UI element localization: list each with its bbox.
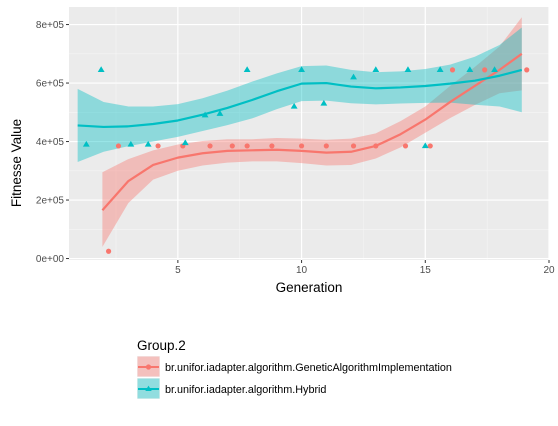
data-point bbox=[436, 66, 444, 73]
data-point bbox=[144, 140, 152, 147]
data-point bbox=[350, 73, 357, 80]
data-point bbox=[82, 140, 90, 147]
data-point bbox=[243, 66, 251, 73]
grid bbox=[69, 7, 550, 260]
data-point bbox=[373, 143, 379, 149]
legend-label: br.unifor.iadapter.algorithm.GeneticAlgo… bbox=[165, 362, 452, 374]
data-point bbox=[181, 139, 189, 146]
x-tick-label: 5 bbox=[175, 265, 181, 276]
y-tick-label: 0e+00 bbox=[36, 254, 65, 265]
data-point bbox=[320, 99, 328, 106]
data-point bbox=[105, 248, 112, 254]
data-point bbox=[524, 67, 530, 73]
data-point bbox=[449, 67, 456, 73]
data-point bbox=[201, 111, 209, 118]
y-tick-label: 6e+05 bbox=[36, 79, 65, 90]
smooth-line bbox=[101, 52, 523, 212]
data-point bbox=[466, 66, 474, 73]
data-point bbox=[298, 143, 305, 149]
smooth-line bbox=[77, 68, 523, 129]
data-point bbox=[290, 102, 298, 109]
data-point bbox=[421, 142, 429, 149]
x-tick-label: 10 bbox=[296, 265, 308, 276]
y-tick-label: 4e+05 bbox=[36, 137, 65, 148]
x-tick-label: 20 bbox=[543, 265, 555, 276]
smooth-lines bbox=[77, 52, 523, 212]
legend-label: br.unifor.iadapter.algorithm.Hybrid bbox=[165, 384, 326, 396]
y-tick-label: 2e+05 bbox=[36, 196, 65, 207]
data-point bbox=[323, 143, 329, 149]
confidence-ribbons bbox=[77, 17, 522, 247]
data-point bbox=[372, 66, 380, 73]
data-points bbox=[82, 66, 530, 254]
data-point bbox=[404, 66, 412, 73]
x-tick-label: 15 bbox=[420, 265, 432, 276]
data-point bbox=[155, 143, 161, 149]
data-point bbox=[115, 143, 122, 149]
panel-background bbox=[69, 7, 549, 260]
data-point bbox=[427, 143, 433, 149]
data-point bbox=[298, 66, 305, 73]
axes: 0e+00 2e+05 4e+05 6e+05 8e+05 5 10 15 20 bbox=[36, 20, 555, 276]
data-point bbox=[244, 143, 250, 149]
legend: br.unifor.iadapter.algorithm.GeneticAlgo… bbox=[137, 356, 452, 399]
y-axis-title: Fitnesse Value bbox=[9, 119, 24, 207]
data-point bbox=[350, 143, 357, 149]
data-point bbox=[97, 66, 105, 73]
x-axis-title: Generation bbox=[276, 280, 343, 295]
confidence-ribbon bbox=[77, 27, 522, 163]
y-tick-label: 8e+05 bbox=[36, 20, 65, 31]
data-point bbox=[127, 140, 135, 147]
data-point bbox=[207, 143, 213, 149]
data-point bbox=[402, 143, 409, 149]
legend-key-marker bbox=[145, 364, 152, 370]
legend-key-marker bbox=[145, 385, 152, 392]
data-point bbox=[229, 143, 235, 149]
data-point bbox=[269, 143, 275, 149]
data-point bbox=[216, 110, 224, 116]
data-point bbox=[491, 66, 498, 73]
legend-title: Group.2 bbox=[137, 338, 186, 353]
data-point bbox=[482, 67, 488, 73]
